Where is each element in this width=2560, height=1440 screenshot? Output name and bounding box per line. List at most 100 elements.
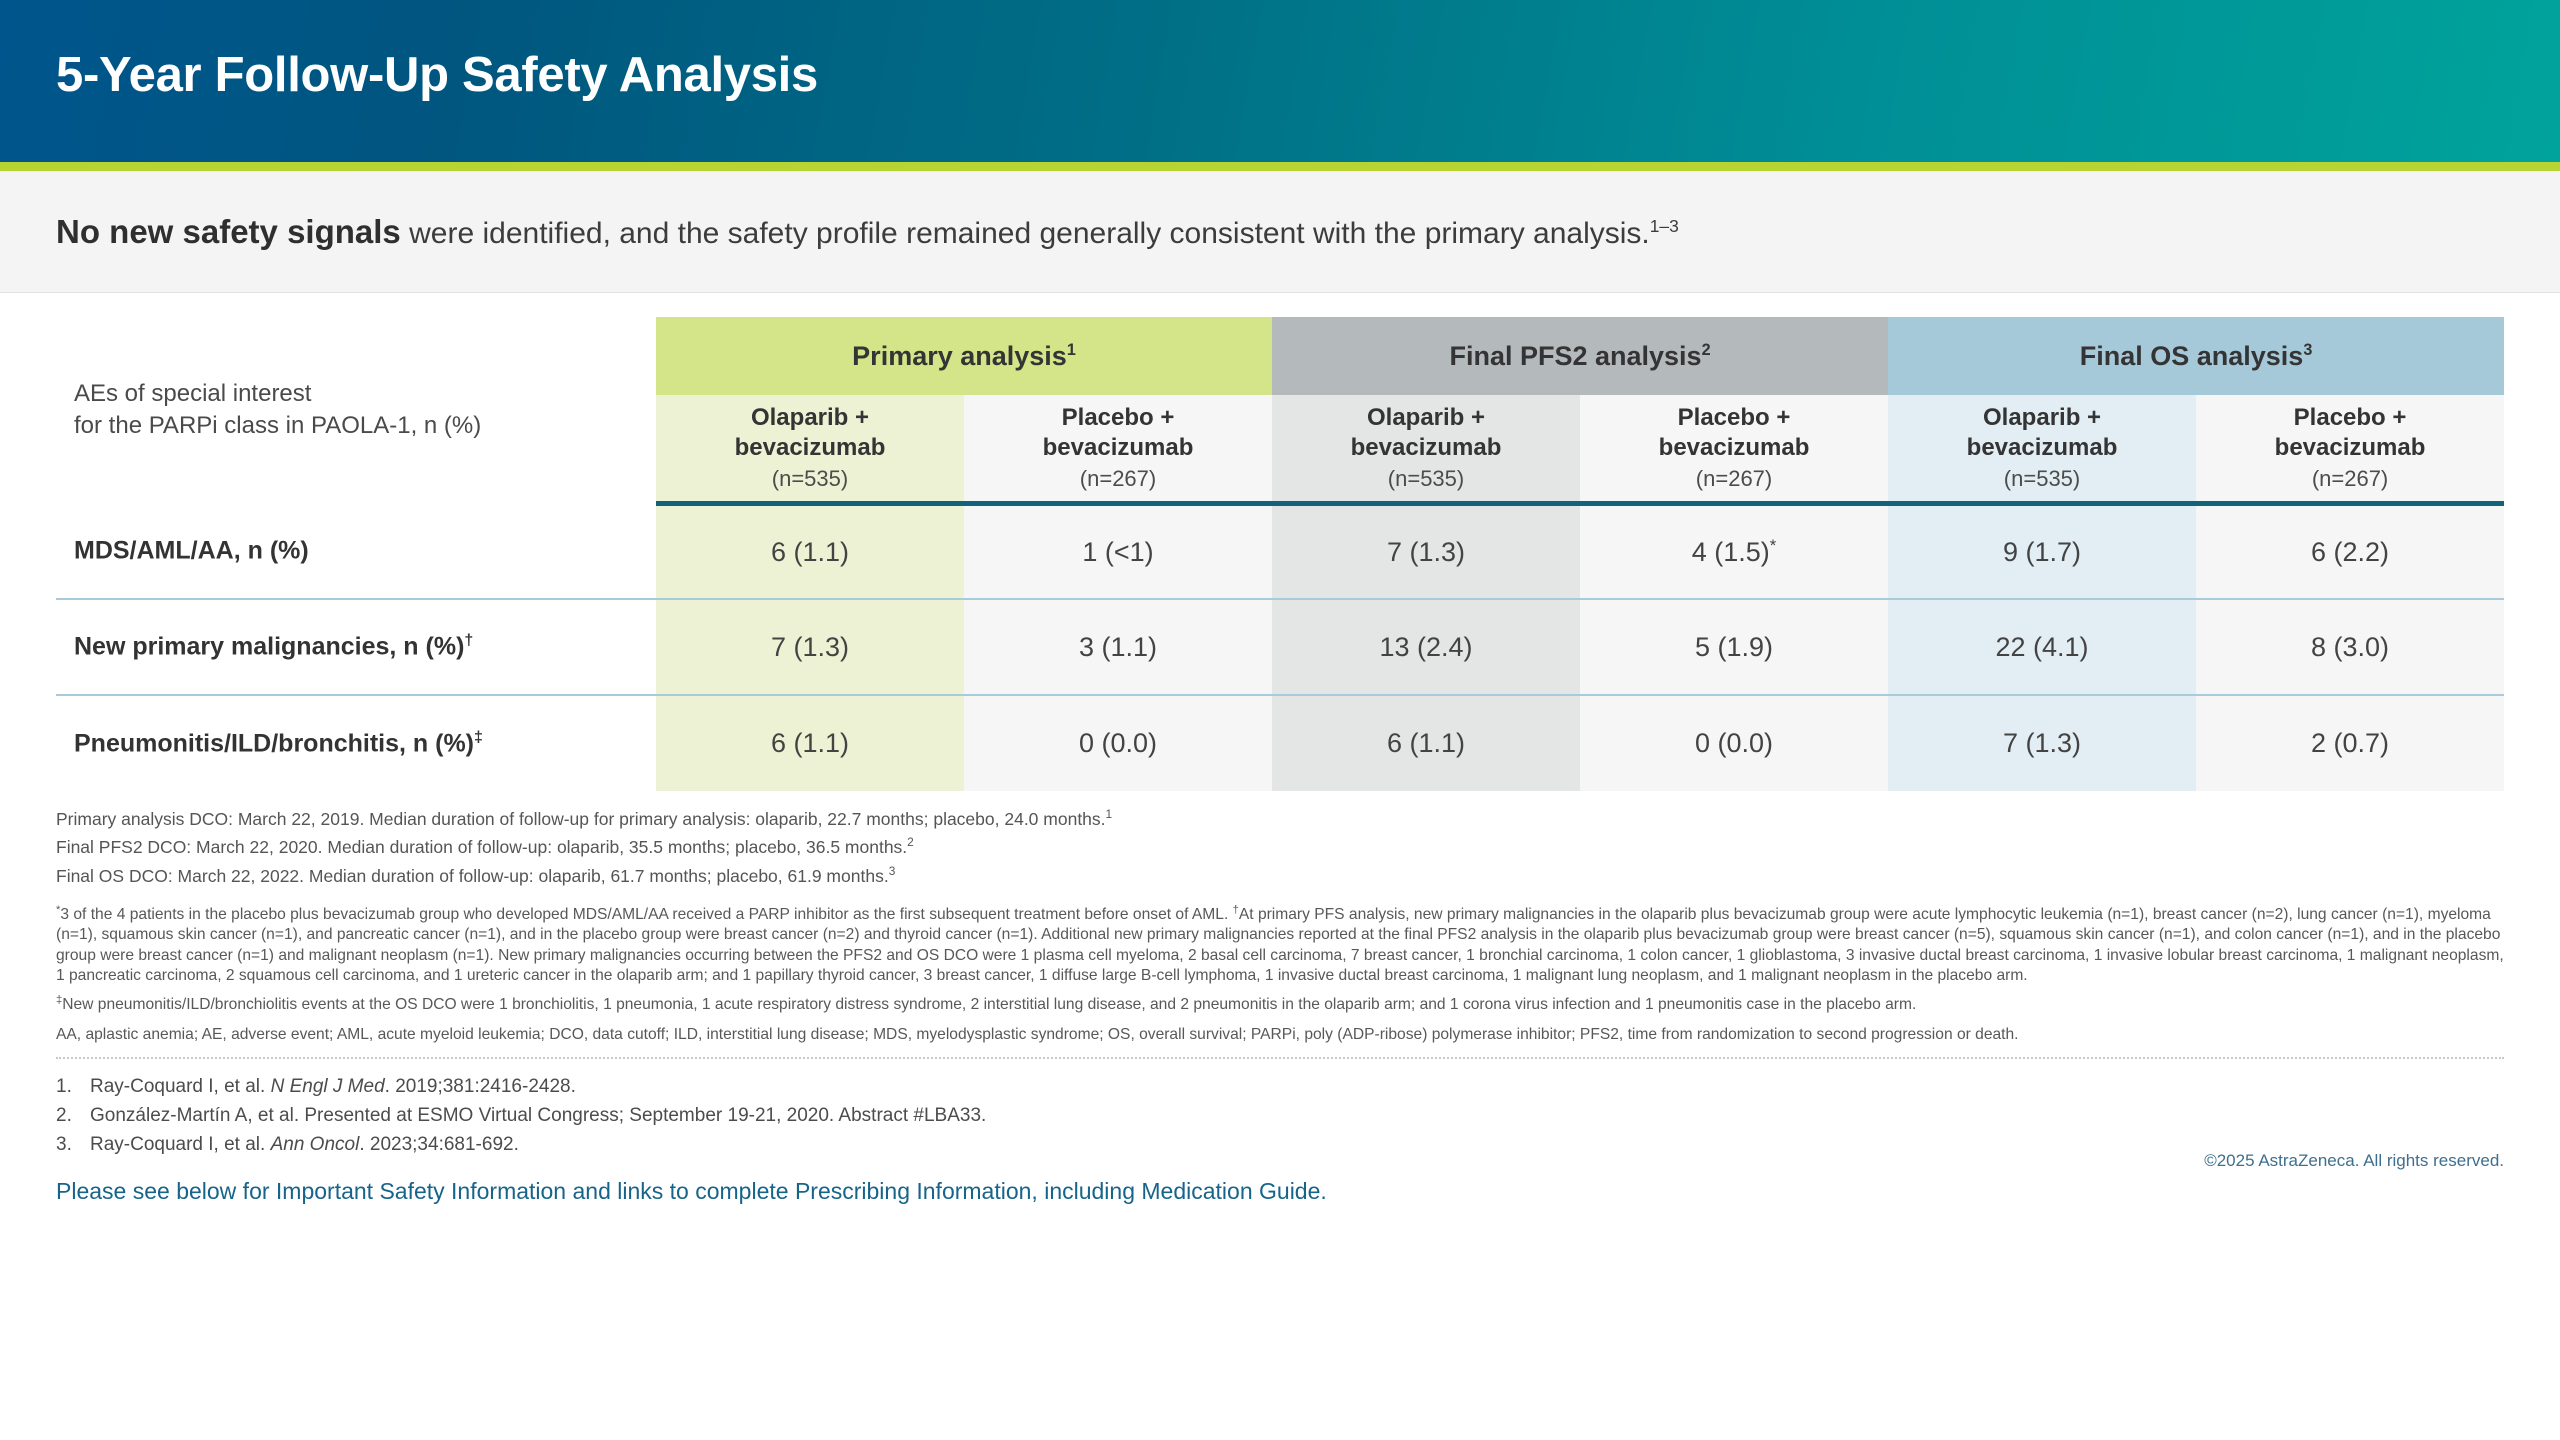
arm-header-os-olaparib: Olaparib + bevacizumab (n=535) — [1888, 395, 2197, 506]
dco-text: Final OS DCO: March 22, 2022. Median dur… — [56, 865, 889, 886]
footnote-paragraph-2: ‡New pneumonitis/ILD/bronchiolitis event… — [56, 993, 2504, 1015]
page-title: 5-Year Follow-Up Safety Analysis — [56, 48, 818, 102]
row-label-text: Pneumonitis/ILD/bronchitis, n (%) — [74, 729, 474, 758]
cell-value: 9 (1.7) — [1888, 503, 2197, 599]
table-row: MDS/AML/AA, n (%) 6 (1.1) 1 (<1) 7 (1.3)… — [56, 503, 2505, 599]
footnote-text-a: 3 of the 4 patients in the placebo plus … — [60, 906, 1233, 924]
cell-text: 6 (1.1) — [770, 728, 850, 758]
dco-line: Final PFS2 DCO: March 22, 2020. Median d… — [56, 833, 2504, 861]
list-item: 1. Ray-Coquard I, et al. N Engl J Med. 2… — [56, 1073, 2504, 1102]
row-label-text: New primary malignancies, n (%) — [74, 632, 465, 661]
arm-header-pfs2-placebo: Placebo + bevacizumab (n=267) — [1580, 395, 1889, 506]
subtitle-rest: were identified, and the safety profile … — [400, 216, 1650, 250]
group-header-os-analysis: Final OS analysis3 — [1888, 317, 2505, 395]
cell-text: 7 (1.3) — [770, 631, 850, 662]
group-header-primary-analysis: Primary analysis1 — [656, 317, 1273, 395]
cell-text: 0 (0.0) — [1078, 728, 1158, 758]
cell-text: 3 (1.1) — [1078, 631, 1158, 662]
arm-line-1: Olaparib + — [750, 404, 870, 432]
cell-value: 22 (4.1) — [1888, 598, 2197, 695]
arm-header-primary-placebo: Placebo + bevacizumab (n=267) — [964, 395, 1273, 506]
arm-header-pfs2-olaparib: Olaparib + bevacizumab (n=535) — [1272, 395, 1581, 506]
slide-footer: Please see below for Important Safety In… — [0, 1151, 2560, 1205]
dco-ref: 1 — [1105, 807, 1113, 822]
reference-citation: . 2019;381:2416-2428. — [384, 1076, 576, 1097]
row-label-symbol: † — [464, 632, 474, 650]
arm-header-primary-olaparib: Olaparib + bevacizumab (n=535) — [656, 395, 964, 506]
cell-value: 8 (3.0) — [2196, 598, 2505, 695]
safety-data-table: AEs of special interest for the PARPi cl… — [56, 317, 2505, 791]
cell-value: 0 (0.0) — [964, 694, 1273, 791]
footnote-symbol-dagger: † — [1232, 904, 1239, 917]
footnote-paragraph-1: *3 of the 4 patients in the placebo plus… — [56, 903, 2504, 986]
cell-value: 6 (1.1) — [1272, 694, 1581, 791]
arm-line-1: Olaparib + — [1983, 404, 2102, 432]
subtitle-text: No new safety signals were identified, a… — [56, 211, 1679, 253]
group-label-pfs2: Final PFS2 analysis — [1449, 340, 1702, 371]
arm-n-count: (n=267) — [1079, 465, 1157, 491]
reference-text: Ray-Coquard I, et al. Ann Oncol. 2023;34… — [90, 1131, 519, 1160]
group-header-row: AEs of special interest for the PARPi cl… — [56, 317, 2505, 439]
arm-line-2: bevacizumab — [1658, 434, 1810, 462]
cell-text: 6 (1.1) — [770, 536, 850, 567]
cell-text: 0 (0.0) — [1695, 728, 1774, 758]
row-label: Pneumonitis/ILD/bronchitis, n (%)‡ — [56, 694, 656, 791]
footnote-symbol-double-dagger: ‡ — [56, 994, 63, 1007]
arm-line-1: Placebo + — [1061, 404, 1175, 432]
footnote-symbol-asterisk: * — [56, 904, 61, 917]
cell-value: 1 (<1) — [964, 503, 1273, 599]
arm-line-2: bevacizumab — [1042, 434, 1194, 462]
arm-line-1: Olaparib + — [1366, 404, 1486, 432]
reference-journal: N Engl J Med — [270, 1076, 385, 1097]
cell-text: 13 (2.4) — [1379, 631, 1473, 662]
group-header-pfs2-analysis: Final PFS2 analysis2 — [1272, 317, 1889, 395]
cell-text: 8 (3.0) — [2311, 631, 2390, 662]
slide-header: 5-Year Follow-Up Safety Analysis — [0, 0, 2560, 162]
group-label-os: Final OS analysis — [2079, 340, 2304, 371]
arm-line-2: bevacizumab — [2274, 434, 2426, 462]
reference-journal: Ann Oncol — [270, 1133, 360, 1155]
subtitle-band: No new safety signals were identified, a… — [0, 171, 2560, 293]
dco-ref: 2 — [907, 835, 914, 850]
reference-text: González-Martín A, et al. Presented at E… — [90, 1102, 986, 1131]
cell-value: 0 (0.0) — [1580, 694, 1889, 791]
row-header-line-2: for the PARPi class in PAOLA-1, n (%) — [74, 412, 482, 439]
arm-n-count: (n=535) — [771, 465, 849, 491]
footnote-text-b: At primary PFS analysis, new primary mal… — [56, 906, 2504, 985]
arm-line-2: bevacizumab — [1350, 434, 1502, 462]
group-ref-os: 3 — [2303, 340, 2313, 359]
dco-ref: 3 — [888, 863, 896, 878]
reference-number: 3. — [56, 1133, 72, 1155]
isi-link-text[interactable]: Please see below for Important Safety In… — [56, 1177, 1327, 1204]
cell-value: 6 (2.2) — [2196, 503, 2505, 599]
cell-value: 7 (1.3) — [1888, 694, 2197, 791]
cell-text: 5 (1.9) — [1695, 631, 1774, 662]
references-section: 1. Ray-Coquard I, et al. N Engl J Med. 2… — [0, 1059, 2560, 1160]
arm-header-os-placebo: Placebo + bevacizumab (n=267) — [2196, 395, 2505, 506]
list-item: 2. González-Martín A, et al. Presented a… — [56, 1102, 2504, 1131]
reference-citation: . 2023;34:681-692. — [359, 1133, 519, 1155]
table-row: New primary malignancies, n (%)† 7 (1.3)… — [56, 598, 2505, 695]
cell-text: 22 (4.1) — [1995, 631, 2089, 662]
cell-value: 2 (0.7) — [2196, 694, 2505, 791]
row-label-symbol: ‡ — [474, 728, 483, 746]
copyright-text: ©2025 AstraZeneca. All rights reserved. — [2204, 1150, 2504, 1170]
reference-authors: Ray-Coquard I, et al. — [90, 1133, 271, 1155]
abbreviations-line: AA, aplastic anemia; AE, adverse event; … — [56, 1025, 2019, 1043]
row-label: MDS/AML/AA, n (%) — [56, 503, 656, 599]
cell-value: 4 (1.5)* — [1580, 503, 1889, 599]
table-container: AEs of special interest for the PARPi cl… — [0, 293, 2560, 791]
dco-line: Final OS DCO: March 22, 2022. Median dur… — [56, 862, 2504, 890]
list-item: 3. Ray-Coquard I, et al. Ann Oncol. 2023… — [56, 1131, 2504, 1160]
reference-text: Ray-Coquard I, et al. N Engl J Med. 2019… — [90, 1073, 576, 1102]
row-header-line-1: AEs of special interest — [74, 380, 312, 408]
table-row: Pneumonitis/ILD/bronchitis, n (%)‡ 6 (1.… — [56, 694, 2505, 791]
reference-number: 1. — [56, 1076, 72, 1097]
arm-line-2: bevacizumab — [734, 434, 886, 462]
cell-text: 7 (1.3) — [1386, 536, 1466, 567]
arm-line-2: bevacizumab — [1966, 434, 2118, 462]
group-ref-pfs2: 2 — [1701, 340, 1711, 359]
subtitle-lead: No new safety signals — [56, 212, 401, 250]
accent-bar — [0, 162, 2560, 171]
dco-text: Primary analysis DCO: March 22, 2019. Me… — [56, 809, 1106, 829]
